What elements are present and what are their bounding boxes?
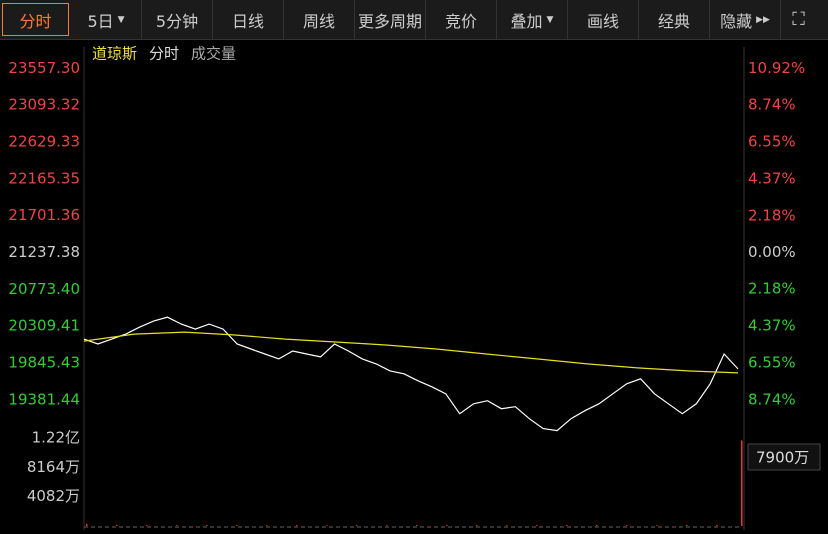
tab-label: 周线 [302, 11, 335, 31]
volume-bar [266, 525, 268, 526]
tab-arrow: ▼ [117, 14, 125, 25]
y-tick-label: 22629.33 [8, 132, 80, 150]
price-line [83, 316, 739, 432]
tab-label: 叠加 [510, 11, 543, 31]
tab[interactable]: 更多周期 [355, 0, 426, 39]
tab[interactable]: 周线 [284, 0, 355, 39]
y-tick-label: 19381.44 [8, 390, 80, 408]
volume-bar [116, 524, 118, 526]
volume-bar [626, 525, 628, 526]
tab[interactable]: 5分钟 [142, 0, 213, 39]
volume-bar [686, 525, 688, 526]
legend-label: 道琼斯 [92, 45, 137, 63]
volume-bar [446, 525, 448, 526]
tab-label: 竞价 [444, 11, 477, 31]
volume-bar [596, 524, 598, 526]
y2-tick-label: 0.00% [748, 243, 796, 261]
y-tick-label: 23093.32 [8, 96, 80, 114]
volume-bar [656, 525, 658, 526]
y-tick-label: 20773.40 [8, 280, 80, 298]
tab[interactable]: 隐藏 ▶▶ [710, 0, 781, 39]
tab[interactable]: 日线 [213, 0, 284, 39]
volume-bar [296, 525, 298, 526]
tab[interactable]: 竞价 [426, 0, 497, 39]
y-tick-label: 21237.38 [8, 243, 80, 261]
y-tick-label: 19845.43 [8, 353, 80, 371]
legend-label: 成交量 [191, 45, 236, 63]
tab-arrow: ▼ [546, 14, 554, 25]
volume-tick-label: 1.22亿 [32, 429, 80, 447]
y2-tick-label: 8.74% [748, 390, 796, 408]
volume-box [747, 443, 821, 471]
volume-bar [716, 524, 718, 526]
tab-label: 画线 [586, 11, 619, 31]
volume-bar [741, 440, 743, 526]
legend-label: 分时 [149, 45, 179, 63]
tab[interactable]: 画线 [568, 0, 639, 39]
tab-label: 更多周期 [357, 11, 422, 31]
volume-bar [176, 525, 178, 526]
y2-tick-label: 6.55% [748, 133, 796, 151]
volume-bar [566, 525, 568, 526]
volume-tick-label: 8164万 [27, 458, 80, 476]
toolbar: 分时 5日 ▼ 5分钟 日线 周线 更多周期 竞价 叠加 ▼ 画线 经典 隐藏 ▶▶ ⛶ [0, 0, 828, 40]
fullscreen-button[interactable]: ⛶ [792, 9, 805, 30]
volume-bar [416, 525, 418, 526]
tab-arrow: ▶▶ [756, 14, 770, 25]
volume-bar [326, 525, 328, 526]
chart: 道琼斯 分时 成交量 23557.30 23093.32 22629.33 22165.35… [8, 45, 821, 530]
tab[interactable]: 经典 [639, 0, 710, 39]
y-tick-label: 20309.41 [8, 317, 80, 335]
current-volume: 7900万 [756, 449, 809, 467]
volume-bar [206, 525, 208, 526]
y2-tick-label: 6.55% [748, 353, 796, 371]
volume-bar [536, 525, 538, 526]
tab[interactable]: 5日 ▼ [71, 0, 142, 39]
y-tick-label: 23557.30 [8, 59, 80, 77]
tab-label: 经典 [657, 11, 690, 31]
tab-label: 隐藏 [720, 11, 753, 31]
y2-tick-label: 10.92% [748, 59, 805, 77]
volume-bar [476, 525, 478, 526]
y-tick-label: 21701.36 [8, 206, 80, 224]
y2-tick-label: 2.18% [748, 206, 796, 224]
volume-tick-label: 4082万 [27, 487, 80, 505]
tab[interactable]: 叠加 ▼ [497, 0, 568, 39]
tab-label: 5日 [87, 11, 114, 31]
volume-bar [356, 525, 358, 526]
y2-tick-label: 2.18% [748, 280, 796, 298]
tab-label: 5分钟 [155, 11, 199, 31]
price-line [83, 331, 739, 374]
tab-label: 日线 [231, 11, 264, 31]
y2-tick-label: 8.74% [748, 96, 796, 114]
volume-bar [236, 525, 238, 526]
volume-bar [146, 525, 148, 526]
y2-tick-label: 4.37% [748, 317, 796, 335]
y-tick-label: 22165.35 [8, 169, 80, 187]
y2-tick-label: 4.37% [748, 169, 796, 187]
tab[interactable]: 分时 [2, 3, 69, 36]
volume-bar [86, 523, 88, 526]
volume-bar [386, 525, 388, 526]
tab-label: 分时 [19, 11, 52, 31]
volume-bar [506, 525, 508, 526]
